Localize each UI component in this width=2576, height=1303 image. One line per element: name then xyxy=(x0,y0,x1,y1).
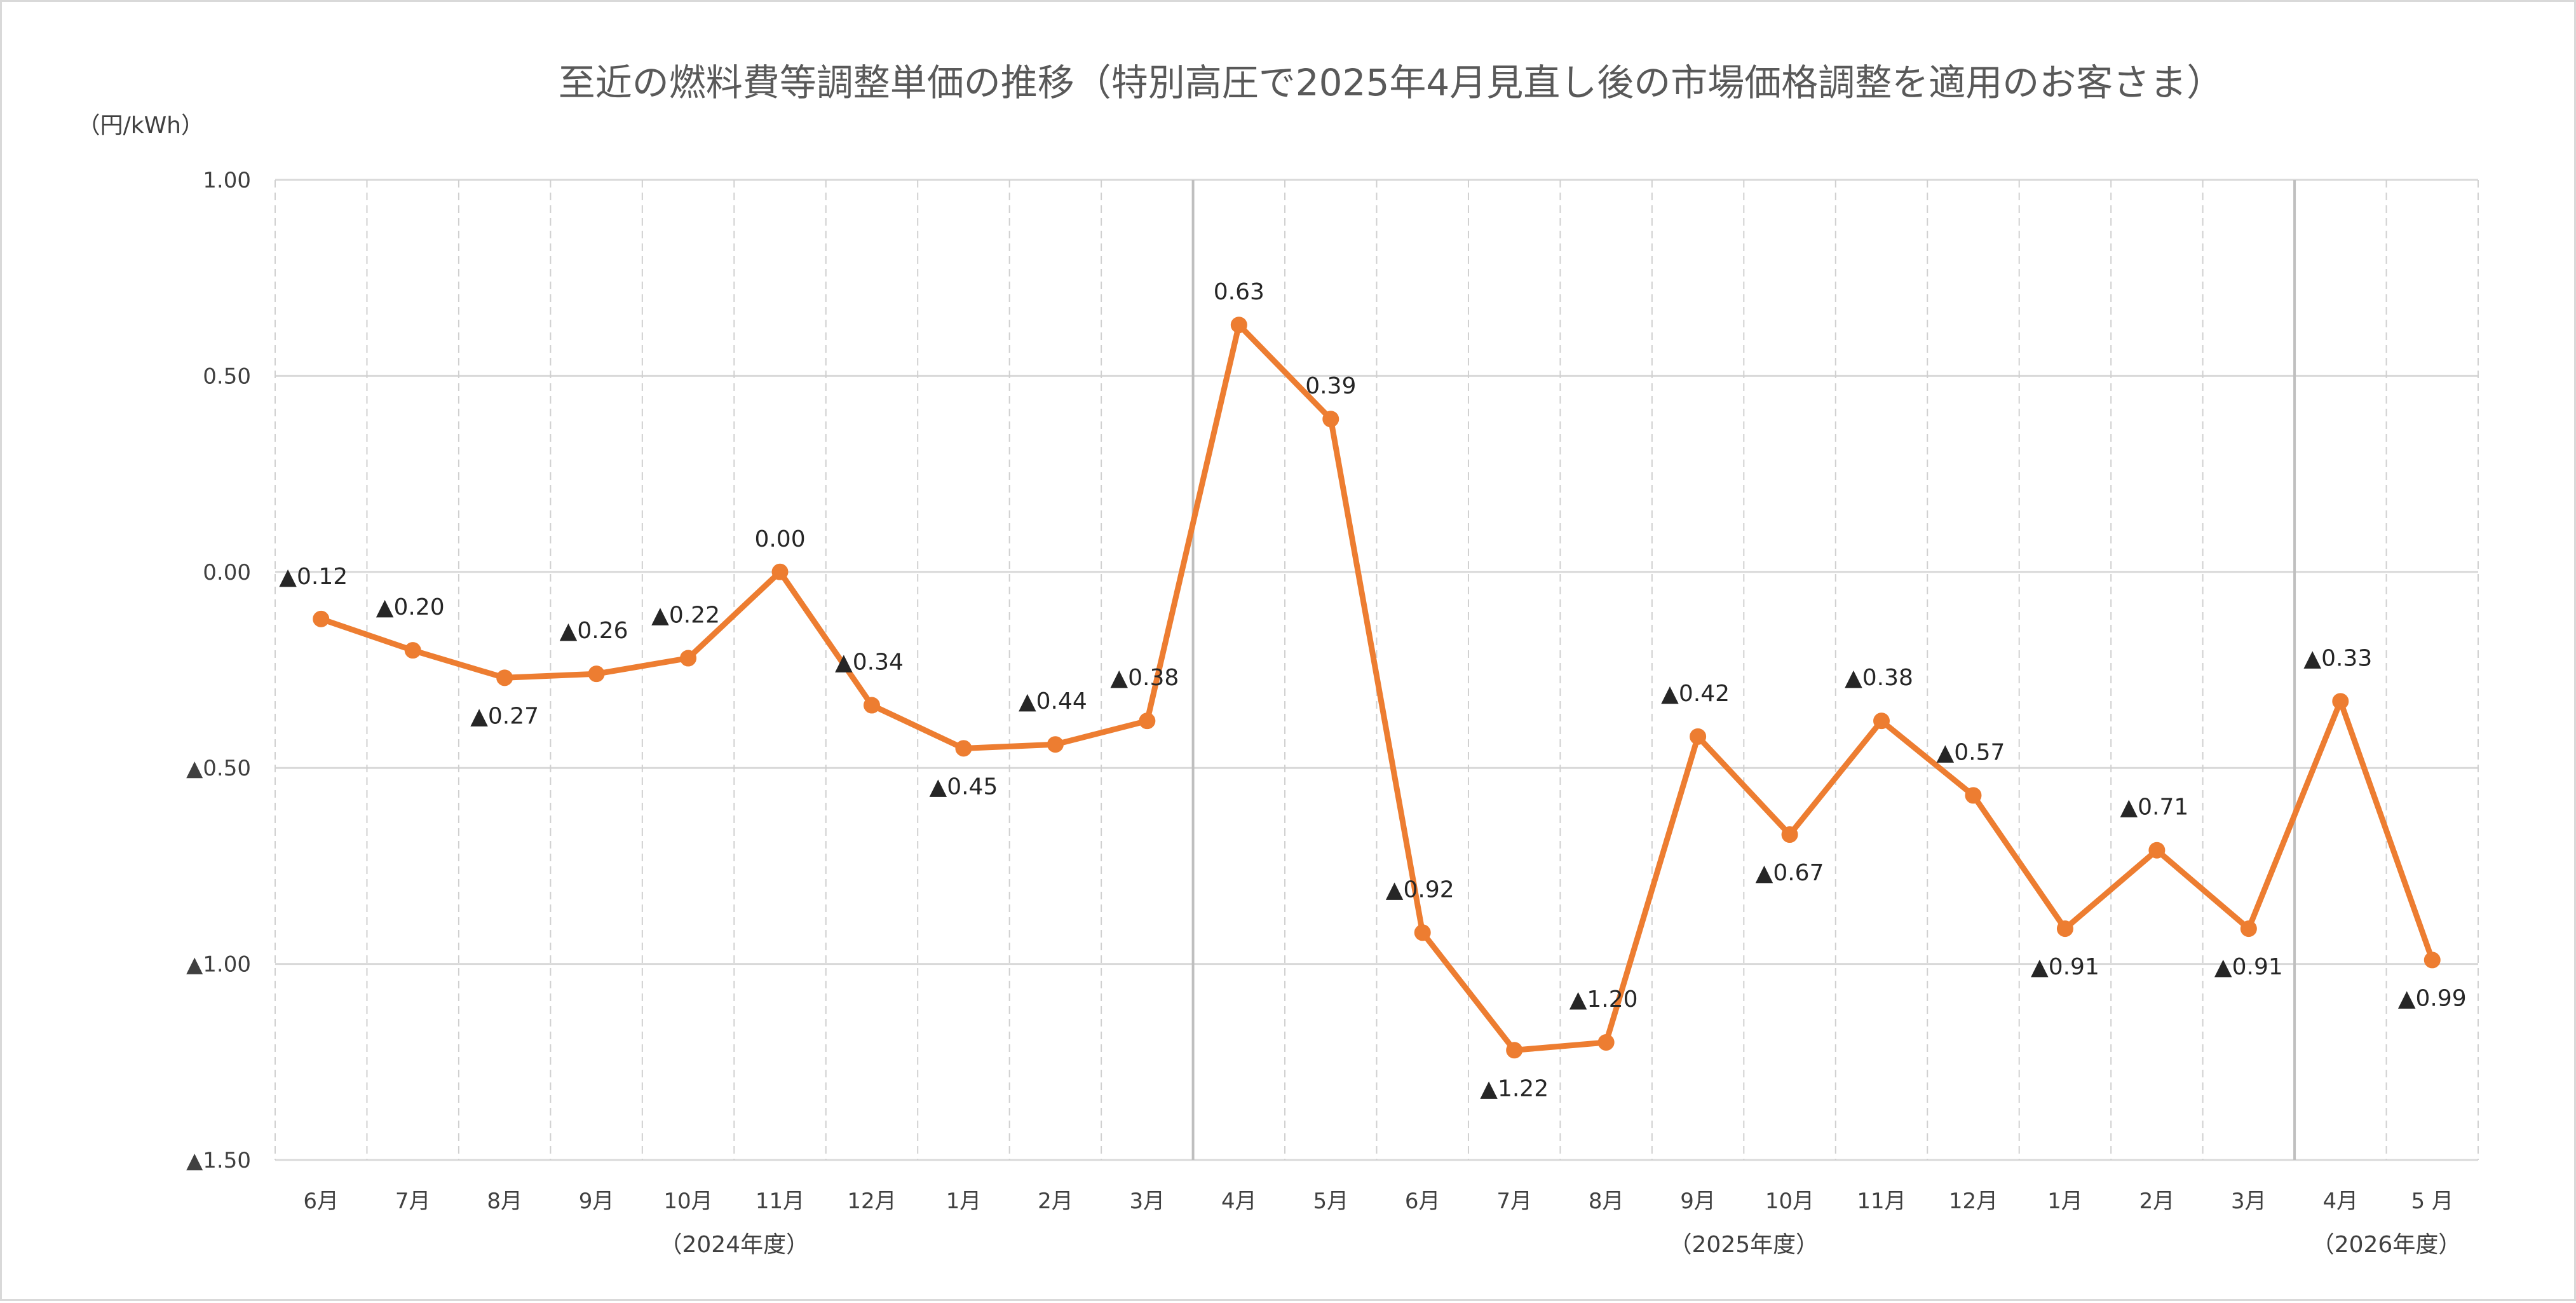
x-tick-label: 12月 xyxy=(847,1189,896,1214)
data-label: ▲0.38 xyxy=(1845,665,1913,691)
data-label: ▲0.22 xyxy=(651,602,720,628)
x-tick-label: 9月 xyxy=(579,1189,614,1214)
y-tick-label: 0.50 xyxy=(203,364,251,389)
data-label: ▲1.22 xyxy=(1480,1075,1549,1102)
data-point xyxy=(1139,713,1156,730)
y-axis-unit-label: （円/kWh） xyxy=(78,113,204,139)
data-label: ▲0.12 xyxy=(279,564,348,590)
x-tick-label: 5 月 xyxy=(2411,1189,2453,1214)
data-label: ▲0.20 xyxy=(376,594,445,620)
data-label: 0.00 xyxy=(754,526,805,552)
y-tick-label: ▲1.00 xyxy=(186,952,251,978)
fiscal-year-labels: （2024年度） （2025年度） （2026年度） xyxy=(659,1232,2461,1258)
fiscal-year-label: （2024年度） xyxy=(659,1232,809,1258)
data-labels: ▲0.12 ▲0.20 ▲0.27 ▲0.26 ▲0.22 0.00 ▲0.34 ▲0.45 ▲… xyxy=(279,279,2466,1102)
data-label: ▲0.33 xyxy=(2303,645,2372,671)
data-label: 0.39 xyxy=(1305,373,1356,399)
x-tick-label: 1月 xyxy=(2047,1189,2083,1214)
x-tick-label: 4月 xyxy=(1221,1189,1257,1214)
x-tick-label: 6月 xyxy=(1405,1189,1441,1214)
data-point xyxy=(1506,1042,1523,1059)
gridlines xyxy=(275,179,2479,1161)
data-label: ▲0.99 xyxy=(2398,985,2467,1011)
x-tick-label: 10月 xyxy=(663,1189,712,1214)
x-tick-label: 8月 xyxy=(1589,1189,1624,1214)
x-tick-label: 2月 xyxy=(2139,1189,2175,1214)
data-label: ▲0.44 xyxy=(1019,688,1087,714)
data-label: ▲0.92 xyxy=(1386,877,1454,903)
data-point xyxy=(1230,317,1247,334)
data-point xyxy=(313,610,330,627)
data-point xyxy=(588,665,605,683)
data-label: ▲0.91 xyxy=(2214,954,2283,980)
x-tick-label: 5月 xyxy=(1313,1189,1348,1214)
data-point xyxy=(1414,924,1431,941)
y-tick-label: ▲0.50 xyxy=(186,756,251,781)
data-label: ▲0.42 xyxy=(1661,681,1730,707)
x-tick-label: 12月 xyxy=(1949,1189,1998,1214)
data-point xyxy=(2240,920,2257,938)
fiscal-year-label: （2026年度） xyxy=(2312,1232,2462,1258)
data-point xyxy=(771,563,789,580)
data-label: ▲0.34 xyxy=(835,650,904,676)
data-label: ▲0.71 xyxy=(2120,795,2188,821)
x-tick-label: 11月 xyxy=(1857,1189,1906,1214)
y-tick-label: ▲1.50 xyxy=(186,1148,251,1173)
data-label: ▲0.38 xyxy=(1110,665,1179,691)
data-point xyxy=(1597,1034,1615,1051)
x-tick-label: 8月 xyxy=(487,1189,522,1214)
x-tick-label: 3月 xyxy=(1130,1189,1165,1214)
data-point xyxy=(2423,952,2441,969)
x-tick-label: 10月 xyxy=(1765,1189,1814,1214)
data-label: ▲0.45 xyxy=(930,774,998,800)
data-point xyxy=(404,642,421,659)
y-tick-label: 1.00 xyxy=(203,168,251,193)
data-label: ▲0.67 xyxy=(1756,860,1824,886)
data-point xyxy=(955,740,972,757)
fiscal-year-label: （2025年度） xyxy=(1669,1232,1819,1258)
data-point xyxy=(1781,826,1798,843)
data-label: ▲0.57 xyxy=(1937,739,2005,765)
data-point xyxy=(2056,920,2073,938)
fiscal-year-dividers xyxy=(1191,180,2296,1160)
data-point xyxy=(496,669,513,686)
data-point xyxy=(1322,411,1339,428)
data-point xyxy=(863,697,880,714)
x-tick-label: 7月 xyxy=(395,1189,431,1214)
x-tick-label: 7月 xyxy=(1496,1189,1532,1214)
chart-title: 至近の燃料費等調整単価の推移（特別高圧で2025年4月見直し後の市場価格調整を適… xyxy=(559,61,2224,104)
x-tick-label: 6月 xyxy=(303,1189,339,1214)
series-line xyxy=(318,322,2436,1053)
series-layer xyxy=(313,317,2441,1059)
x-tick-label: 4月 xyxy=(2322,1189,2358,1214)
x-tick-label: 2月 xyxy=(1038,1189,1073,1214)
data-point xyxy=(680,650,697,667)
data-label: 0.63 xyxy=(1214,279,1264,305)
y-tick-label: 0.00 xyxy=(203,560,251,585)
data-label: ▲0.91 xyxy=(2031,954,2099,980)
x-tick-label: 11月 xyxy=(756,1189,804,1214)
data-label: ▲0.26 xyxy=(560,618,628,644)
data-point xyxy=(1047,736,1064,753)
x-tick-label: 9月 xyxy=(1680,1189,1716,1214)
data-point xyxy=(1873,713,1890,730)
data-point xyxy=(1965,787,1982,804)
y-axis-tick-labels: 1.00 0.50 0.00 ▲0.50 ▲1.00 ▲1.50 xyxy=(186,168,251,1173)
x-axis-tick-labels: 6月 7月 8月 9月 10月 11月 12月 1月 2月 3月 4月 5月 6月 7月 8月 9月 10月 11… xyxy=(303,1189,2453,1214)
data-point xyxy=(2332,693,2349,710)
data-point xyxy=(1690,728,1707,745)
x-tick-label: 3月 xyxy=(2231,1189,2267,1214)
x-tick-label: 1月 xyxy=(946,1189,982,1214)
data-point xyxy=(2148,842,2166,859)
data-label: ▲0.27 xyxy=(470,703,539,729)
data-label: ▲1.20 xyxy=(1569,986,1638,1013)
